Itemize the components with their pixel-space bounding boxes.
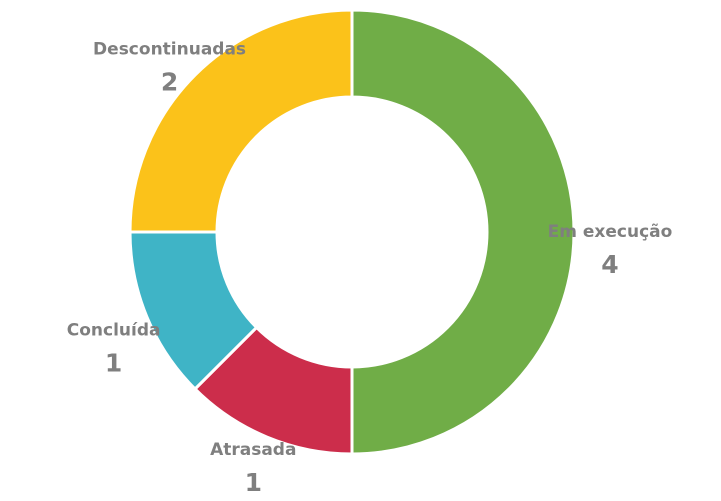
slice-label: Concluída [67, 321, 161, 341]
slice-value: 1 [245, 468, 262, 497]
slice-value: 2 [161, 68, 178, 97]
slice-value: 4 [601, 250, 618, 279]
slice-label: Atrasada [210, 440, 296, 460]
slice-label: Em execução [548, 222, 673, 242]
slice [350, 8, 576, 456]
slice [128, 8, 354, 234]
slice-value: 1 [105, 349, 122, 378]
slice-label: Descontinuadas [93, 40, 246, 60]
